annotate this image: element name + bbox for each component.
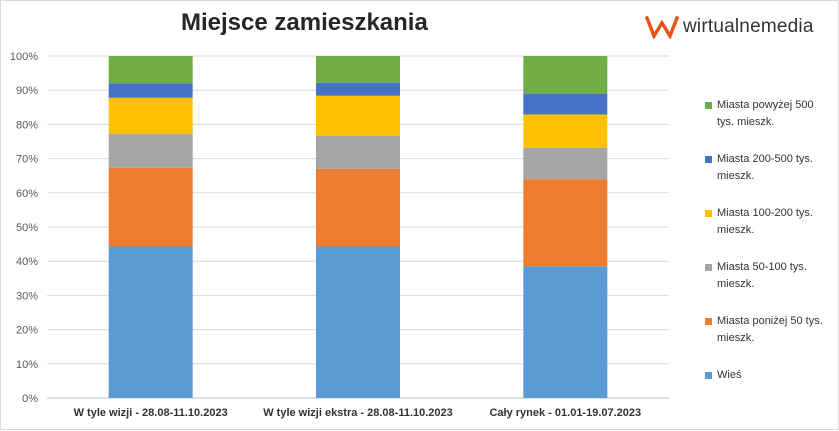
bar-segment bbox=[316, 246, 400, 398]
legend-label: Wieś bbox=[717, 369, 742, 381]
chart-title: Miejsce zamieszkania bbox=[181, 9, 428, 36]
y-tick-label: 20% bbox=[16, 325, 38, 337]
x-tick-label: W tyle wizji - 28.08-11.10.2023 bbox=[74, 407, 228, 419]
legend-item: Miasta 50-100 tys. mieszk. bbox=[705, 259, 830, 293]
stacked-bars bbox=[108, 56, 608, 398]
y-tick-label: 40% bbox=[16, 256, 38, 268]
legend-swatch bbox=[705, 156, 712, 163]
brand-logo: wirtualnemedia bbox=[645, 15, 814, 39]
legend-item: Wieś bbox=[705, 367, 830, 384]
brand-name: wirtualnemedia bbox=[683, 16, 814, 37]
legend-label: Miasta poniżej 50 tys. mieszk. bbox=[717, 315, 823, 344]
bar-segment bbox=[108, 83, 193, 98]
bar-segment bbox=[316, 56, 400, 83]
bar-segment bbox=[523, 266, 608, 398]
legend-item: Miasta 100-200 tys. mieszk. bbox=[705, 205, 830, 239]
bar-segment bbox=[108, 133, 193, 168]
y-tick-label: 80% bbox=[16, 119, 38, 131]
bar-segment bbox=[108, 167, 193, 247]
y-tick-label: 70% bbox=[16, 154, 38, 166]
bar-segment bbox=[316, 168, 400, 247]
legend-swatch bbox=[705, 210, 712, 217]
x-axis-ticks: W tyle wizji - 28.08-11.10.2023 W tyle wi… bbox=[74, 407, 642, 419]
legend-swatch bbox=[705, 264, 712, 271]
wm-logo-icon bbox=[645, 15, 679, 39]
bar-segment bbox=[523, 114, 608, 148]
x-tick-label: W tyle wizji ekstra - 28.08-11.10.2023 bbox=[263, 407, 453, 419]
legend-label: Miasta 200-500 tys. mieszk. bbox=[717, 153, 813, 182]
chart-legend: Miasta powyżej 500 tys. mieszk. Miasta 20… bbox=[705, 97, 830, 384]
bar-segment bbox=[316, 82, 400, 96]
bar-segment bbox=[523, 56, 608, 94]
bar-segment bbox=[316, 95, 400, 136]
legend-swatch bbox=[705, 102, 712, 109]
bar-segment bbox=[523, 147, 608, 180]
legend-label: Miasta 50-100 tys. mieszk. bbox=[717, 261, 807, 290]
y-axis-ticks: 0% 10% 20% 30% 40% 50% 60% 70% 80% 90% 100% bbox=[10, 51, 38, 405]
y-tick-label: 50% bbox=[16, 222, 38, 234]
legend-label: Miasta powyżej 500 tys. mieszk. bbox=[717, 99, 814, 128]
y-tick-label: 90% bbox=[16, 85, 38, 97]
legend-item: Miasta poniżej 50 tys. mieszk. bbox=[705, 313, 830, 347]
y-tick-label: 60% bbox=[16, 188, 38, 200]
bar-segment bbox=[108, 97, 193, 134]
y-tick-label: 100% bbox=[10, 51, 38, 63]
legend-swatch bbox=[705, 372, 712, 379]
legend-item: Miasta powyżej 500 tys. mieszk. bbox=[705, 97, 830, 131]
bar-segment bbox=[108, 246, 193, 398]
legend-item: Miasta 200-500 tys. mieszk. bbox=[705, 151, 830, 185]
x-tick-label: Cały rynek - 01.01-19.07.2023 bbox=[489, 407, 641, 419]
legend-swatch bbox=[705, 318, 712, 325]
bar-segment bbox=[523, 93, 608, 115]
y-tick-label: 0% bbox=[22, 393, 38, 405]
bar-segment bbox=[316, 135, 400, 169]
bar-segment bbox=[523, 179, 608, 267]
bar-segment bbox=[108, 56, 193, 84]
y-tick-label: 10% bbox=[16, 359, 38, 371]
y-tick-label: 30% bbox=[16, 290, 38, 302]
legend-label: Miasta 100-200 tys. mieszk. bbox=[717, 207, 813, 236]
